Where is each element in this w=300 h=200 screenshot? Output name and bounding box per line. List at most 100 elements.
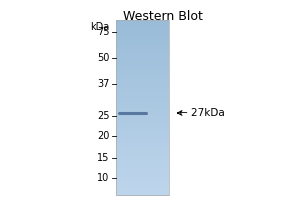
Bar — [116, 112, 169, 114]
Bar — [116, 32, 169, 34]
Bar — [116, 38, 169, 39]
Bar — [116, 78, 169, 80]
Bar — [116, 55, 169, 57]
Bar — [116, 20, 169, 195]
Text: Western Blot: Western Blot — [123, 10, 202, 23]
Bar — [116, 86, 169, 88]
Bar — [116, 97, 169, 99]
Bar — [116, 110, 169, 112]
Bar — [116, 128, 169, 130]
Bar — [116, 36, 169, 38]
Bar — [116, 49, 169, 51]
Bar — [116, 42, 169, 44]
Bar — [116, 134, 169, 136]
Text: 15: 15 — [97, 153, 110, 163]
Bar — [116, 43, 169, 45]
Bar — [116, 87, 169, 89]
Bar — [116, 20, 169, 22]
Bar — [116, 102, 169, 104]
Bar — [116, 167, 169, 169]
Bar — [116, 185, 169, 187]
Bar — [116, 70, 169, 72]
Bar — [116, 144, 169, 146]
Bar — [116, 122, 169, 124]
Bar — [116, 156, 169, 158]
Bar — [116, 186, 169, 188]
Bar — [116, 108, 169, 109]
Bar — [116, 176, 169, 178]
Bar — [116, 100, 169, 102]
Bar — [116, 113, 169, 115]
Bar — [116, 180, 169, 182]
Bar — [116, 147, 169, 149]
Bar — [116, 105, 169, 107]
Bar — [116, 72, 169, 74]
Text: 37: 37 — [97, 79, 110, 89]
Bar — [116, 115, 169, 117]
Bar — [116, 106, 169, 108]
Bar — [116, 65, 169, 67]
Bar — [116, 71, 169, 73]
Bar — [116, 61, 169, 63]
Bar — [116, 164, 169, 166]
Text: 25: 25 — [97, 111, 110, 121]
Bar — [116, 179, 169, 181]
Bar — [116, 74, 169, 76]
Bar — [116, 172, 169, 174]
Bar — [116, 154, 169, 156]
Bar — [116, 24, 169, 26]
Bar — [116, 64, 169, 66]
Bar — [116, 59, 169, 61]
Bar — [116, 137, 169, 139]
Bar — [116, 99, 169, 101]
Bar — [116, 126, 169, 128]
Bar — [116, 58, 169, 60]
Bar — [116, 109, 169, 111]
Text: 20: 20 — [97, 131, 110, 141]
Bar — [116, 35, 169, 37]
Bar — [116, 67, 169, 69]
Bar — [116, 159, 169, 160]
Bar — [116, 175, 169, 177]
Bar — [116, 161, 169, 163]
Bar — [116, 119, 169, 121]
Bar — [116, 189, 169, 191]
Bar — [116, 91, 169, 93]
Bar — [116, 83, 169, 85]
Text: 10: 10 — [97, 173, 110, 183]
Bar — [116, 103, 169, 105]
Bar — [116, 150, 169, 152]
Bar — [116, 68, 169, 70]
Bar — [116, 135, 169, 137]
Bar — [116, 192, 169, 194]
Bar — [116, 52, 169, 54]
Bar — [116, 151, 169, 153]
Bar — [116, 75, 169, 77]
Bar — [116, 121, 169, 123]
Bar — [116, 23, 169, 25]
Bar — [116, 157, 169, 159]
Bar — [116, 81, 169, 83]
Bar — [116, 194, 169, 196]
Bar — [116, 26, 169, 28]
Bar — [116, 48, 169, 50]
Bar — [116, 94, 169, 96]
Bar — [116, 118, 169, 120]
Bar — [116, 169, 169, 171]
Bar — [116, 90, 169, 92]
Text: 50: 50 — [97, 53, 110, 63]
Bar — [116, 132, 169, 134]
Bar — [116, 140, 169, 142]
Bar — [116, 178, 169, 179]
Bar — [116, 145, 169, 147]
Bar — [116, 125, 169, 127]
Bar — [116, 30, 169, 32]
Bar — [116, 141, 169, 143]
Bar — [116, 54, 169, 55]
Bar — [116, 191, 169, 193]
Bar — [116, 173, 169, 175]
Bar — [116, 56, 169, 58]
Bar — [116, 21, 169, 23]
Bar — [116, 29, 169, 31]
Bar — [116, 129, 169, 131]
